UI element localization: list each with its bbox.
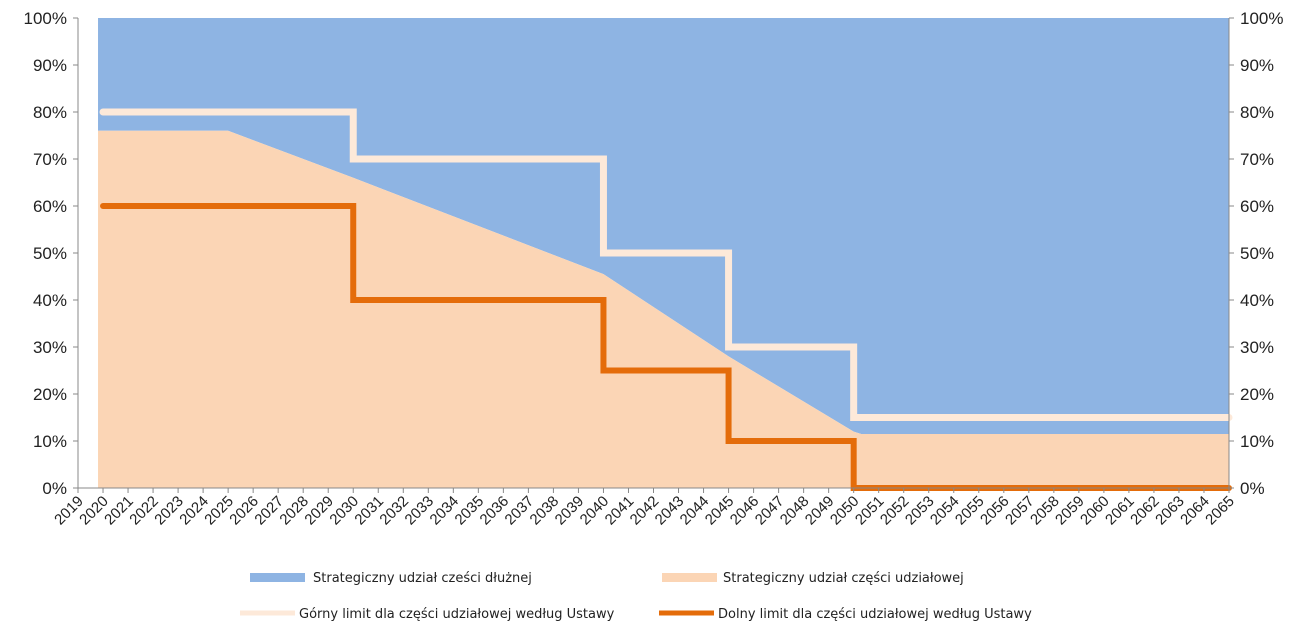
y-tick-label-right: 100% xyxy=(1240,9,1283,28)
y-tick-label-right: 30% xyxy=(1240,338,1274,357)
y-tick-label-right: 90% xyxy=(1240,56,1274,75)
y-tick-label-left: 20% xyxy=(33,385,67,404)
y-tick-label-left: 100% xyxy=(24,9,67,28)
debt-share-area xyxy=(98,18,1230,434)
lower-limit-line xyxy=(100,203,1232,491)
y-tick-label-left: 30% xyxy=(33,338,67,357)
y-tick-label-left: 0% xyxy=(42,479,67,498)
y-tick-label-right: 40% xyxy=(1240,291,1274,310)
y-tick-label-right: 70% xyxy=(1240,150,1274,169)
plot-areas xyxy=(98,18,1230,489)
y-tick-label-left: 90% xyxy=(33,56,67,75)
legend-swatch-equity xyxy=(662,573,717,582)
legend-label-debt: Strategiczny udział cześci dłużnej xyxy=(313,571,532,586)
legend-swatch-debt xyxy=(250,573,305,582)
y-tick-label-right: 50% xyxy=(1240,244,1274,263)
y-tick-label-right: 20% xyxy=(1240,385,1274,404)
legend: Strategiczny udział cześci dłużnej Strat… xyxy=(240,571,1032,622)
upper-limit-line xyxy=(99,108,1233,421)
legend-label-equity: Strategiczny udział części udziałowej xyxy=(723,571,964,586)
y-tick-label-right: 60% xyxy=(1240,197,1274,216)
y-tick-label-left: 50% xyxy=(33,244,67,263)
legend-label-upper-limit: Górny limit dla części udziałowej według… xyxy=(299,607,615,622)
legend-label-lower-limit: Dolny limit dla części udziałowej według… xyxy=(718,607,1032,622)
y-tick-label-left: 60% xyxy=(33,197,67,216)
plot-lines xyxy=(99,108,1233,491)
y-tick-label-left: 10% xyxy=(33,432,67,451)
y-tick-label-left: 70% xyxy=(33,150,67,169)
equity-share-area xyxy=(98,130,1230,489)
y-tick-label-right: 10% xyxy=(1240,432,1274,451)
y-tick-label-right: 80% xyxy=(1240,103,1274,122)
y-tick-label-right: 0% xyxy=(1240,479,1265,498)
y-tick-label-left: 80% xyxy=(33,103,67,122)
x-tick-label: 2065 xyxy=(1202,493,1238,529)
y-tick-label-left: 40% xyxy=(33,291,67,310)
